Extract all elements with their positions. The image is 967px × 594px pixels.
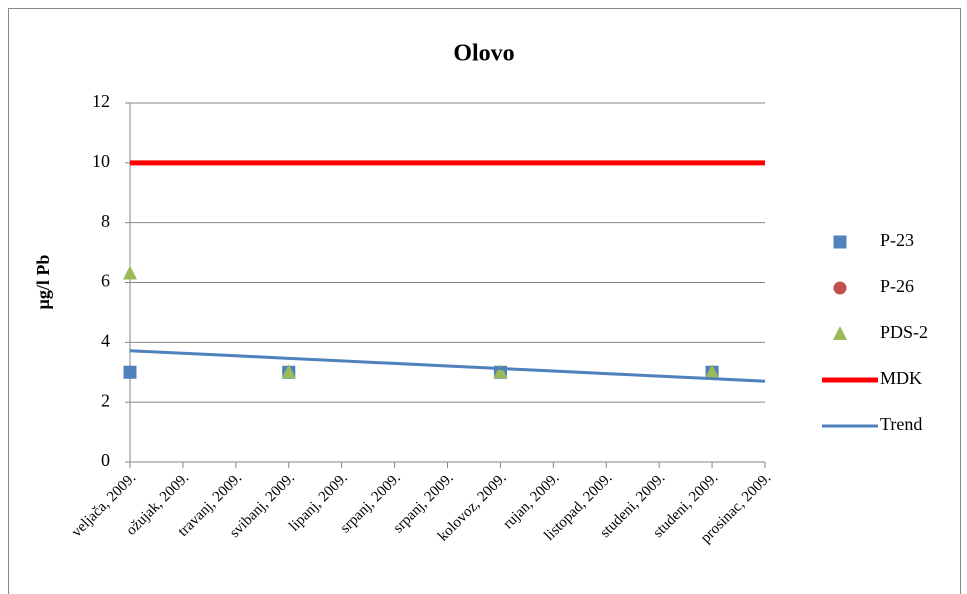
data-point xyxy=(123,265,137,280)
y-tick-label: 4 xyxy=(101,330,110,350)
y-tick-label: 0 xyxy=(101,450,110,470)
legend-label: P-23 xyxy=(880,230,914,250)
legend-label: PDS-2 xyxy=(880,322,928,342)
y-tick-label: 6 xyxy=(101,271,110,291)
legend-label: P-26 xyxy=(880,276,914,296)
legend-swatch xyxy=(833,326,847,340)
legend-swatch xyxy=(833,235,847,249)
y-tick-label: 2 xyxy=(101,390,110,410)
data-point xyxy=(493,364,508,379)
y-tick-label: 10 xyxy=(92,151,110,171)
data-point xyxy=(705,364,720,379)
y-tick-label: 12 xyxy=(92,91,110,111)
series-line xyxy=(129,349,766,383)
legend-swatch xyxy=(833,281,847,295)
legend-label: Trend xyxy=(880,414,922,434)
legend-label: MDK xyxy=(880,368,922,388)
chart-border xyxy=(8,8,961,594)
y-tick-label: 8 xyxy=(101,211,110,231)
chart-title: Olovo xyxy=(453,41,514,67)
data-point xyxy=(281,364,296,379)
y-axis-label: µg/l Pb xyxy=(33,255,53,310)
data-point xyxy=(123,365,137,379)
